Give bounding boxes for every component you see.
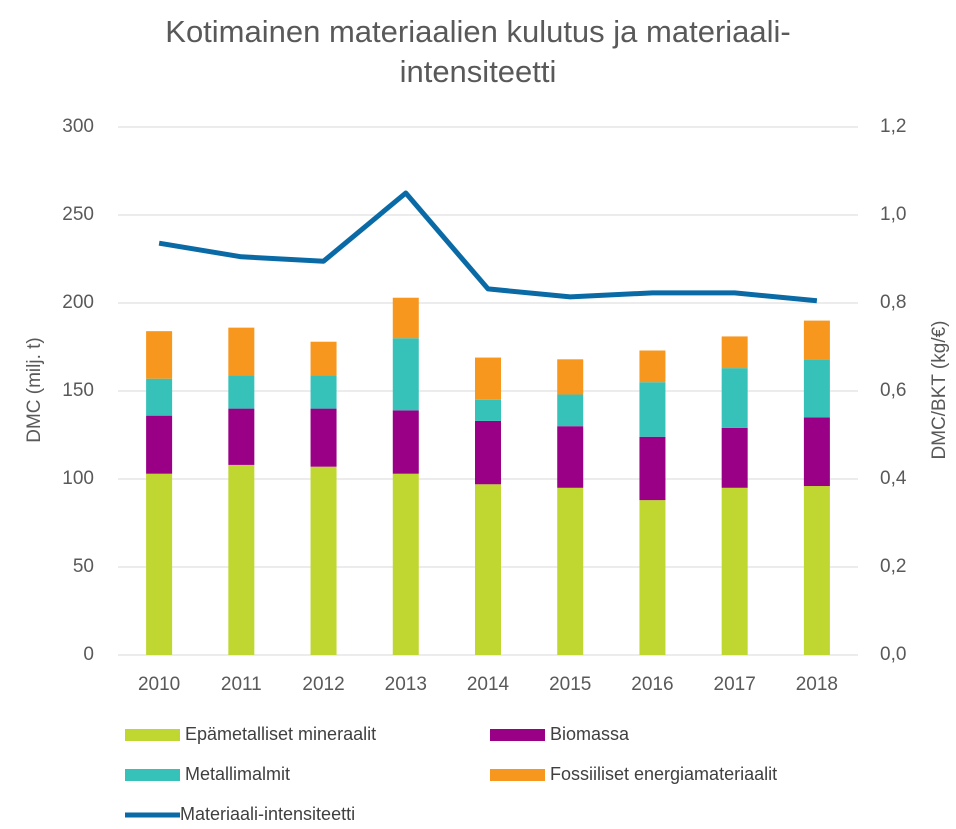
x-tick-label: 2017 [714,674,756,695]
legend-label: Fossiiliset energiamateriaalit [550,764,777,784]
bar-segment [310,375,337,409]
bar-segment [392,297,419,339]
legend-label: Metallimalmit [185,764,290,784]
y-tick-label: 150 [62,380,94,401]
bar-segment [228,408,255,465]
x-tick-label: 2013 [385,674,427,695]
bar-segment [475,399,501,421]
bar-segment [557,487,584,655]
bar-segment [475,420,501,485]
bar-segment [310,341,337,376]
bar-segment [228,375,255,409]
line-series [158,190,818,304]
bar-segment [146,378,173,416]
y2-tick-label: 1,0 [880,204,906,225]
chart-title: Kotimainen materiaalien kulutus ja mater… [165,14,791,89]
x-tick-label: 2010 [138,674,180,695]
bar-segment [557,394,584,427]
bar-segment [557,359,584,395]
y2-tick-label: 0,8 [880,292,906,313]
legend-label: Materiaali-intensiteetti [180,804,355,824]
bar-segment [310,466,337,655]
y-axis-label: DMC (milj. t) [24,337,45,443]
bar-segment [721,336,748,369]
bar-segment [310,408,337,467]
bar-segment [557,426,584,488]
bar-segment [803,320,830,360]
legend-swatch [125,769,180,781]
x-tick-label: 2012 [302,674,344,695]
bar-segment [639,500,666,655]
bar-segment [721,427,748,488]
legend-swatch [490,769,545,781]
y2-tick-label: 1,2 [880,116,906,137]
bar-segment [392,473,419,655]
bar-segment [228,464,255,655]
y-tick-label: 50 [73,556,94,577]
bar-segment [146,473,173,655]
y2-tick-label: 0,6 [880,380,906,401]
bar-segment [475,357,501,400]
legend-swatch [490,729,545,741]
bar-segment [392,410,419,474]
legend-swatch [125,729,180,741]
bar-segment [639,350,666,383]
bar-segment [475,484,501,655]
bar-segment [639,382,666,437]
legend-label: Epämetalliset mineraalit [185,724,376,744]
y-tick-label: 250 [62,204,94,225]
x-tick-label: 2014 [467,674,510,695]
y-tick-label: 200 [62,292,94,313]
bar-segment [721,368,748,428]
y2-axis-label: DMC/BKT (kg/€) [929,320,950,459]
legend-label: Biomassa [550,724,630,744]
x-tick-label: 2015 [549,674,591,695]
bar-segment [228,327,255,376]
bar-segment [146,331,173,379]
bar-segment [803,359,830,418]
y2-tick-label: 0,2 [880,556,906,577]
bar-segment [721,487,748,655]
y-tick-label: 0 [83,644,94,665]
x-tick-label: 2018 [796,674,838,695]
bar-segment [392,338,419,411]
y2-tick-label: 0,0 [880,644,906,665]
y2-tick-label: 0,4 [880,468,907,489]
y-tick-label: 300 [62,116,94,137]
x-tick-label: 2011 [221,674,262,695]
bar-segment [803,486,830,655]
bar-segment [146,415,173,474]
bar-segment [639,436,666,501]
bar-segment [803,417,830,487]
x-tick-label: 2016 [631,674,673,695]
y-tick-label: 100 [62,468,94,489]
